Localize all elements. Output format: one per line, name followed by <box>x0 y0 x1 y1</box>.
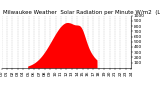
Text: Milwaukee Weather  Solar Radiation per Minute W/m2  (Last 24 Hours): Milwaukee Weather Solar Radiation per Mi… <box>3 10 160 15</box>
